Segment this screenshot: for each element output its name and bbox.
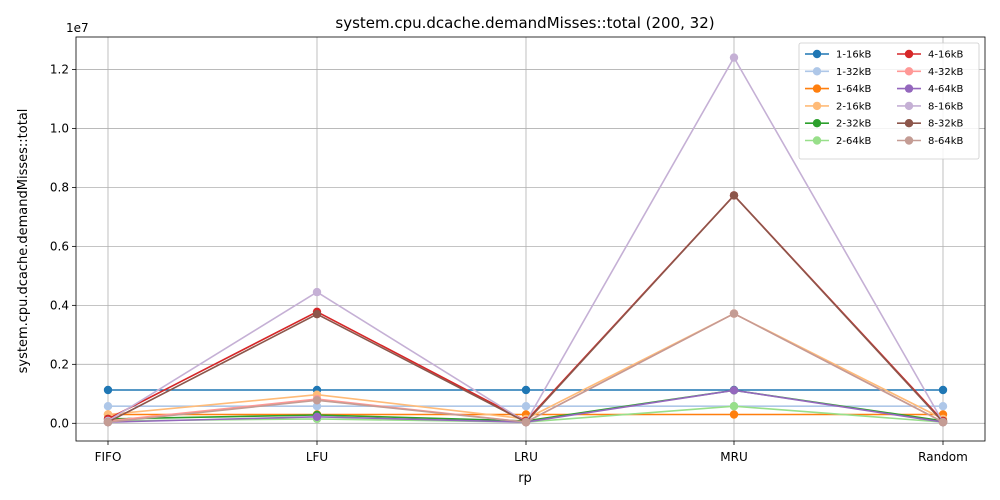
data-point (312, 402, 322, 411)
legend-label: 2-32kB (836, 119, 871, 130)
legend-swatch-marker (812, 84, 822, 93)
legend-entry: 2-16kB (805, 101, 871, 112)
y-tick-label: 0.0 (50, 416, 69, 430)
legend-swatch-marker (904, 119, 914, 128)
legend-entry: 2-32kB (805, 119, 871, 130)
legend-entry: 4-16kB (897, 50, 963, 61)
legend-entry: 1-32kB (805, 67, 871, 78)
data-point (729, 53, 739, 62)
plot-area-frame (75, 36, 986, 442)
x-tick-label: LFU (306, 450, 328, 464)
legend-label: 4-16kB (928, 50, 963, 61)
legend-label: 8-32kB (928, 119, 963, 130)
legend-label: 1-16kB (836, 50, 871, 61)
data-point (521, 417, 531, 427)
data-point (103, 402, 113, 411)
legend-entry: 8-64kB (897, 136, 963, 147)
series-1-16kB (103, 385, 948, 395)
legend: 1-16kB 1-32kB 1-64kB 2-16kB 2-32kB 2-64kB 4-16… (798, 42, 980, 160)
data-point (521, 385, 531, 395)
legend-swatch-marker (812, 67, 822, 76)
legend-entry: 2-64kB (805, 136, 871, 147)
data-point (729, 402, 739, 411)
legend-swatch-marker (904, 101, 914, 111)
legend-label: 4-32kB (928, 67, 963, 78)
x-tick-label: LRU (514, 450, 538, 464)
chart-title: system.cpu.dcache.demandMisses::total (2… (335, 14, 714, 32)
data-point (103, 385, 113, 395)
y-tick-label: 0.8 (50, 180, 69, 194)
data-point (729, 191, 739, 200)
legend-swatch-marker (812, 136, 822, 145)
data-point (729, 410, 739, 419)
legend-entry: 1-64kB (805, 84, 871, 95)
data-point (938, 385, 948, 395)
series-group (103, 53, 948, 427)
legend-label: 4-64kB (928, 84, 963, 95)
legend-label: 2-64kB (836, 136, 871, 147)
legend-entry: 4-32kB (897, 67, 963, 78)
x-tick-label: Random (918, 450, 968, 464)
data-point (312, 287, 322, 297)
x-tick-label: MRU (720, 450, 747, 464)
series-8-64kB (103, 309, 948, 427)
legend-swatch-marker (904, 67, 914, 76)
legend-swatch-marker (904, 84, 914, 93)
legend-entry: 4-64kB (897, 84, 963, 95)
data-point (312, 396, 322, 405)
data-point (312, 412, 322, 421)
x-tick-label: FIFO (95, 450, 122, 464)
legend-swatch-marker (812, 49, 822, 59)
legend-swatch-marker (812, 101, 822, 111)
y-tick-label: 1.0 (50, 121, 69, 135)
y-offset-label: 1e7 (66, 21, 89, 35)
legend-box (798, 42, 980, 160)
y-tick-label: 0.4 (50, 298, 69, 312)
data-point (521, 402, 531, 411)
data-point (729, 386, 739, 395)
y-tick-label: 0.6 (50, 239, 69, 253)
legend-swatch-marker (904, 136, 914, 145)
legend-entry: 8-32kB (897, 119, 963, 130)
legend-entry: 8-16kB (897, 101, 963, 112)
legend-entry: 1-16kB (805, 50, 871, 61)
y-axis-label: system.cpu.dcache.demandMisses::total (16, 109, 31, 374)
legend-swatch-marker (812, 119, 822, 128)
x-axis-ticks: FIFO LFU LRU MRU Random (95, 441, 968, 464)
y-tick-label: 0.2 (50, 357, 69, 371)
data-point (312, 310, 322, 319)
data-point (729, 309, 739, 318)
legend-label: 1-32kB (836, 67, 871, 78)
y-axis-ticks: 0.0 0.2 0.4 0.6 0.8 1.0 1.2 (50, 62, 76, 430)
data-point (103, 417, 113, 427)
x-axis-label: rp (518, 471, 532, 486)
legend-label: 8-64kB (928, 136, 963, 147)
grid-lines (76, 37, 985, 441)
legend-label: 1-64kB (836, 84, 871, 95)
legend-swatch-marker (904, 49, 914, 59)
data-point (938, 417, 948, 427)
data-point (938, 402, 948, 411)
legend-label: 8-16kB (928, 101, 963, 112)
y-tick-label: 1.2 (50, 62, 69, 76)
legend-label: 2-16kB (836, 101, 871, 112)
